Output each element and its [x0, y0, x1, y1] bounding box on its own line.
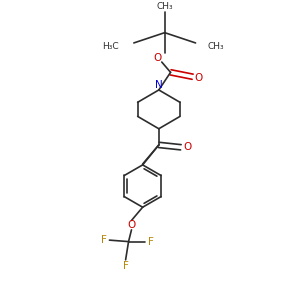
Text: CH₃: CH₃: [156, 2, 173, 11]
Text: CH₃: CH₃: [207, 42, 224, 51]
Text: H₃C: H₃C: [103, 42, 119, 51]
Text: O: O: [183, 142, 191, 152]
Text: F: F: [100, 235, 106, 245]
Text: O: O: [194, 73, 202, 83]
Text: O: O: [153, 52, 161, 63]
Text: F: F: [123, 261, 128, 271]
Text: N: N: [155, 80, 163, 90]
Text: O: O: [128, 220, 136, 230]
Text: F: F: [148, 237, 154, 247]
